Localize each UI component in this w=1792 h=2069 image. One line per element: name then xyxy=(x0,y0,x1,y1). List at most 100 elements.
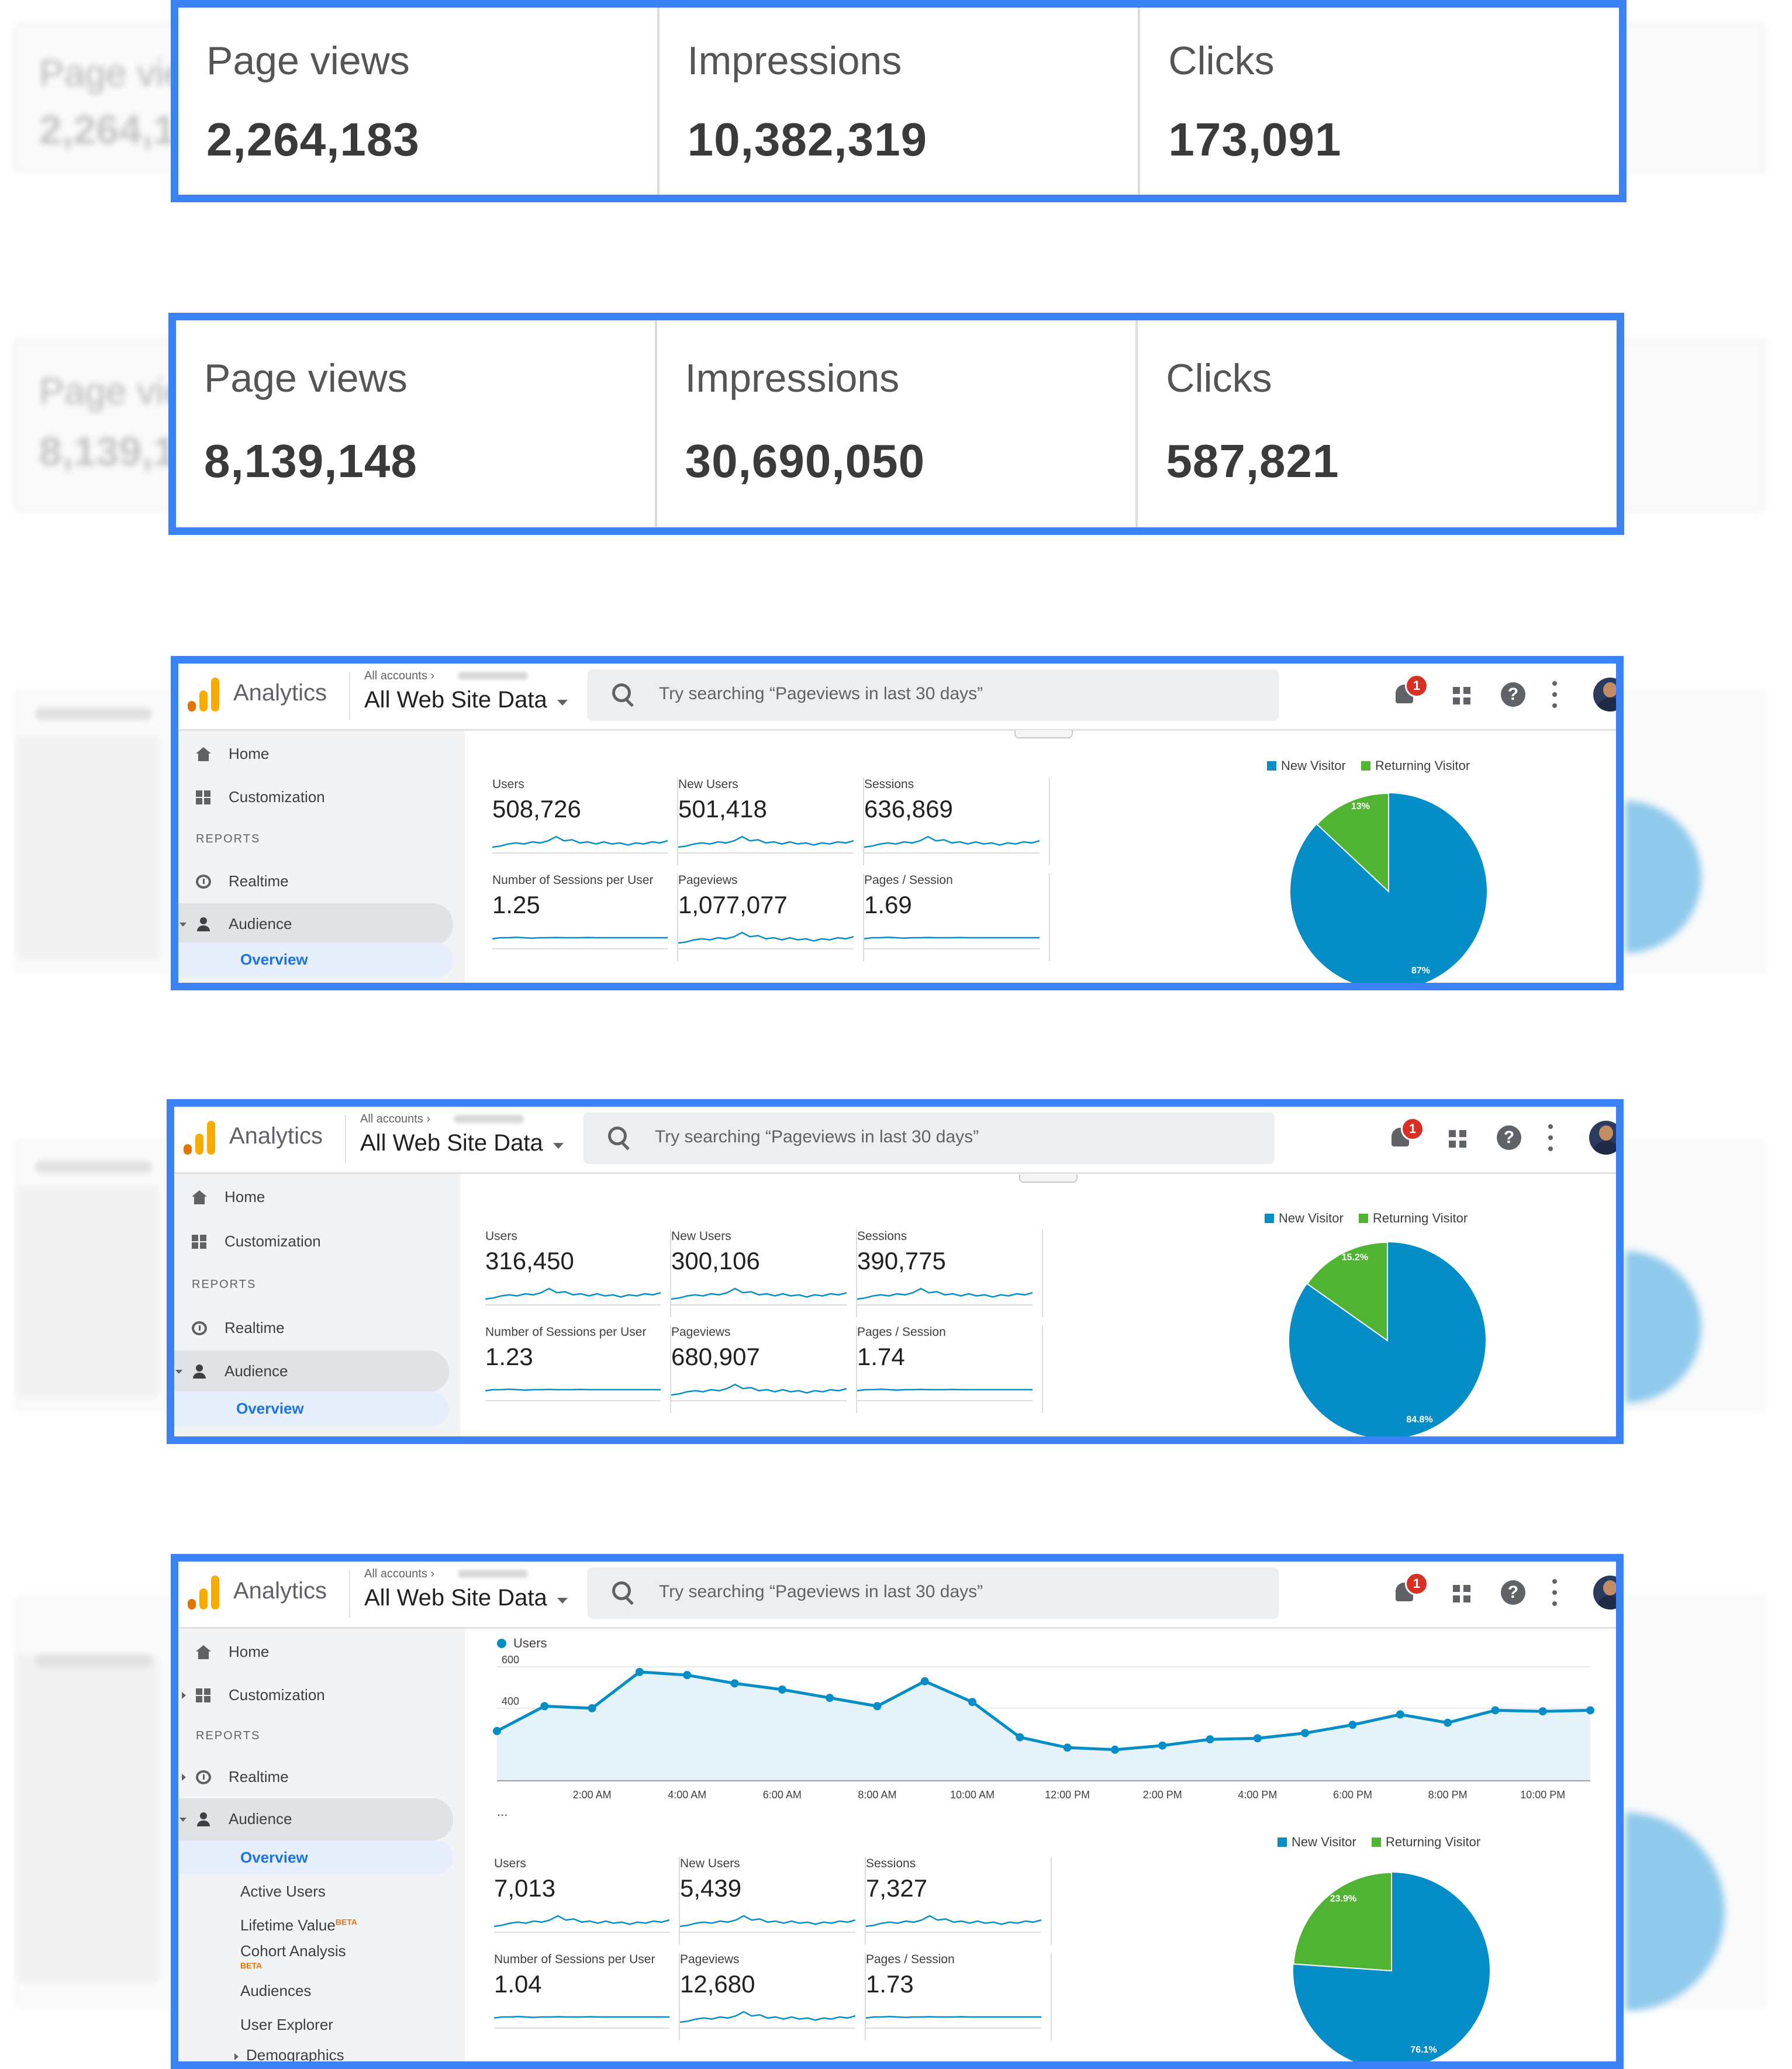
sidebar-item-home[interactable]: Home xyxy=(174,1176,449,1218)
sidebar-item-audiences[interactable]: Audiences xyxy=(178,1974,453,2008)
avatar[interactable] xyxy=(1593,1576,1616,1609)
sidebar-item-realtime[interactable]: Realtime xyxy=(178,1756,453,1798)
metric-value: 1.23 xyxy=(485,1343,533,1370)
app-name[interactable]: Analytics xyxy=(229,1123,323,1149)
metric-divider xyxy=(1042,1229,1043,1317)
metric-new-users[interactable]: New Users 501,418 xyxy=(678,778,864,872)
avatar[interactable] xyxy=(1593,678,1616,711)
metric-sessions[interactable]: Sessions 390,775 xyxy=(857,1229,1043,1324)
sparkline xyxy=(866,2016,1041,2029)
metric-sessions[interactable]: Sessions 7,327 xyxy=(866,1857,1052,1951)
sidebar-item-cohort-analysis[interactable]: Cohort Analysis BETA xyxy=(178,1936,453,1974)
sidebar-item-overview[interactable]: Overview xyxy=(178,942,453,977)
metric-sessions[interactable]: Sessions 636,869 xyxy=(864,778,1050,872)
help-icon[interactable]: ? xyxy=(1501,1580,1525,1605)
sparkline xyxy=(864,937,1040,949)
sidebar-item-home[interactable]: Home xyxy=(178,733,453,775)
search-input[interactable]: Try searching “Pageviews in last 30 days… xyxy=(583,1113,1275,1164)
date-range-tab[interactable] xyxy=(1019,1175,1078,1183)
sidebar-item-lifetime-value[interactable]: Lifetime ValueBETA xyxy=(178,1908,453,1942)
sidebar-item-overview[interactable]: Overview xyxy=(178,1840,453,1874)
help-icon[interactable]: ? xyxy=(1501,682,1525,707)
metric-sessions-per-user[interactable]: Number of Sessions per User 1.23 xyxy=(485,1325,671,1420)
app-name[interactable]: Analytics xyxy=(233,680,327,706)
metric-pageviews[interactable]: Pageviews 12,680 xyxy=(680,1953,866,2047)
reports-header: REPORTS xyxy=(196,833,261,845)
metric-new-users[interactable]: New Users 5,439 xyxy=(680,1857,866,1951)
sidebar-item-realtime[interactable]: Realtime xyxy=(174,1307,449,1349)
sidebar-item-customization[interactable]: Customization xyxy=(178,1674,453,1716)
sidebar-item-overview[interactable]: Overview xyxy=(174,1391,449,1426)
chevron-down-icon[interactable] xyxy=(557,700,568,706)
metric-sessions-per-user[interactable]: Number of Sessions per User 1.25 xyxy=(492,873,678,968)
date-range-tab[interactable] xyxy=(1014,730,1073,738)
metric-pages-per-session[interactable]: Pages / Session 1.73 xyxy=(866,1953,1052,2047)
sparkline xyxy=(866,1915,1042,1933)
dashboard-icon xyxy=(192,1235,207,1249)
search-input[interactable]: Try searching “Pageviews in last 30 days… xyxy=(588,1567,1279,1619)
accounts-breadcrumb[interactable]: All accounts › xyxy=(360,1113,431,1125)
pie-legend: New Visitor Returning Visitor xyxy=(1267,758,1470,773)
sidebar-item-customization[interactable]: Customization xyxy=(174,1221,449,1263)
metric-users[interactable]: Users 7,013 xyxy=(494,1857,680,1951)
more-vert-icon[interactable] xyxy=(1548,1124,1553,1151)
sidebar-item-audience[interactable]: Audience xyxy=(178,903,453,945)
accounts-breadcrumb[interactable]: All accounts › xyxy=(364,669,435,682)
chevron-down-icon[interactable] xyxy=(553,1143,564,1149)
sparkline-path xyxy=(492,835,668,848)
chevron-right-icon xyxy=(234,2053,239,2060)
metric-sessions-per-user[interactable]: Number of Sessions per User 1.04 xyxy=(494,1953,680,2047)
sidebar-item-user-explorer[interactable]: User Explorer xyxy=(178,2008,453,2042)
help-icon[interactable]: ? xyxy=(1497,1125,1521,1150)
sidebar-item-customization[interactable]: Customization xyxy=(178,776,453,818)
metric-divider xyxy=(863,873,864,961)
metric-new-users[interactable]: New Users 300,106 xyxy=(671,1229,857,1324)
analytics-logo-icon[interactable] xyxy=(188,676,220,711)
avatar[interactable] xyxy=(1589,1121,1616,1155)
sidebar-item-active-users[interactable]: Active Users xyxy=(178,1874,453,1908)
analytics-logo-icon[interactable] xyxy=(188,1574,220,1609)
metric-pages-per-session[interactable]: Pages / Session 1.69 xyxy=(864,873,1050,968)
sidebar-item-home[interactable]: Home xyxy=(178,1631,453,1673)
search-input[interactable]: Try searching “Pageviews in last 30 days… xyxy=(588,669,1279,721)
metric-pageviews[interactable]: Pageviews 680,907 xyxy=(671,1325,857,1420)
sidebar-item-label: Overview xyxy=(236,1400,304,1417)
notification-badge[interactable]: 1 xyxy=(1405,674,1428,697)
search-placeholder: Try searching “Pageviews in last 30 days… xyxy=(655,1127,979,1146)
metric-pages-per-session[interactable]: Pages / Session 1.74 xyxy=(857,1325,1043,1420)
sidebar-item-demographics[interactable]: Demographics xyxy=(178,2042,453,2061)
property-selector[interactable]: All Web Site Data xyxy=(364,687,547,713)
sidebar-item-label: Cohort Analysis xyxy=(240,1942,346,1960)
notification-badge[interactable]: 1 xyxy=(1405,1572,1428,1595)
apps-grid-icon[interactable] xyxy=(1453,1585,1472,1604)
x-tick-label: 10:00 AM xyxy=(950,1789,995,1801)
sparkline-path xyxy=(866,1915,1042,1928)
notification-badge[interactable]: 1 xyxy=(1401,1117,1424,1141)
sidebar-item-label: Active Users xyxy=(236,1435,322,1444)
property-selector[interactable]: All Web Site Data xyxy=(360,1130,543,1156)
chevron-down-icon[interactable] xyxy=(557,1598,568,1604)
reports-header: REPORTS xyxy=(196,1729,261,1742)
metric-users[interactable]: Users 316,450 xyxy=(485,1229,671,1324)
analytics-logo-icon[interactable] xyxy=(184,1120,216,1155)
apps-grid-icon[interactable] xyxy=(1453,687,1472,706)
metric-pageviews[interactable]: Pageviews 1,077,077 xyxy=(678,873,864,968)
metric-label: Users xyxy=(492,778,524,791)
sidebar-item-active-users[interactable]: Active Users xyxy=(174,1426,449,1444)
metric-divider xyxy=(670,1229,671,1317)
stat-value: 10,382,319 xyxy=(687,113,928,165)
sidebar-item-audience[interactable]: Audience xyxy=(178,1798,453,1840)
sidebar-item-audience[interactable]: Audience xyxy=(174,1350,449,1393)
apps-grid-icon[interactable] xyxy=(1449,1130,1468,1149)
more-vert-icon[interactable] xyxy=(1552,681,1557,708)
more-vert-icon[interactable] xyxy=(1552,1579,1557,1606)
accounts-breadcrumb[interactable]: All accounts › xyxy=(364,1567,435,1580)
legend-returning-visitor: Returning Visitor xyxy=(1372,1211,1468,1225)
property-selector[interactable]: All Web Site Data xyxy=(364,1585,547,1611)
sparkline-path xyxy=(678,931,854,944)
app-name[interactable]: Analytics xyxy=(233,1578,327,1604)
sidebar-item-label: Customization xyxy=(229,1686,325,1704)
metric-users[interactable]: Users 508,726 xyxy=(492,778,678,872)
metric-value: 1,077,077 xyxy=(678,891,788,918)
sidebar-item-realtime[interactable]: Realtime xyxy=(178,861,453,903)
